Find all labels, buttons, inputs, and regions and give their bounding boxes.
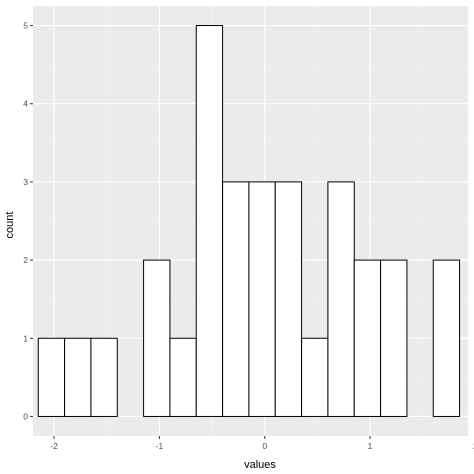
histogram-bar — [301, 337, 329, 417]
x-axis-title: values — [244, 459, 276, 471]
histogram-bar — [143, 259, 171, 417]
histogram-bar — [432, 259, 461, 417]
y-axis-title: count — [4, 212, 16, 239]
histogram-bar — [37, 337, 66, 417]
histogram-bar — [169, 337, 197, 417]
histogram-bar — [380, 259, 408, 417]
x-tick-label: -1 — [156, 441, 164, 451]
y-tick-label: 5 — [23, 21, 28, 31]
histogram-bar — [195, 25, 224, 417]
x-tick-label: 1 — [368, 441, 373, 451]
histogram-bar — [327, 181, 355, 417]
histogram-bars — [37, 25, 461, 417]
histogram-bar — [248, 181, 276, 417]
y-tick-label: 1 — [23, 333, 28, 343]
y-tick-label: 4 — [23, 99, 28, 109]
x-tick-label: -2 — [50, 441, 58, 451]
y-axis: 0 1 2 3 4 5 — [23, 21, 33, 421]
histogram-bar — [274, 181, 303, 417]
histogram-bar — [64, 337, 92, 417]
y-tick-label: 2 — [23, 255, 28, 265]
y-tick-label: 3 — [23, 177, 28, 187]
x-axis: -2-1012 — [50, 436, 474, 451]
x-tick-label: 0 — [262, 441, 267, 451]
histogram-bar — [222, 181, 250, 417]
histogram-bar — [353, 259, 382, 417]
histogram-bar — [90, 337, 118, 417]
y-tick-label: 0 — [23, 411, 28, 421]
